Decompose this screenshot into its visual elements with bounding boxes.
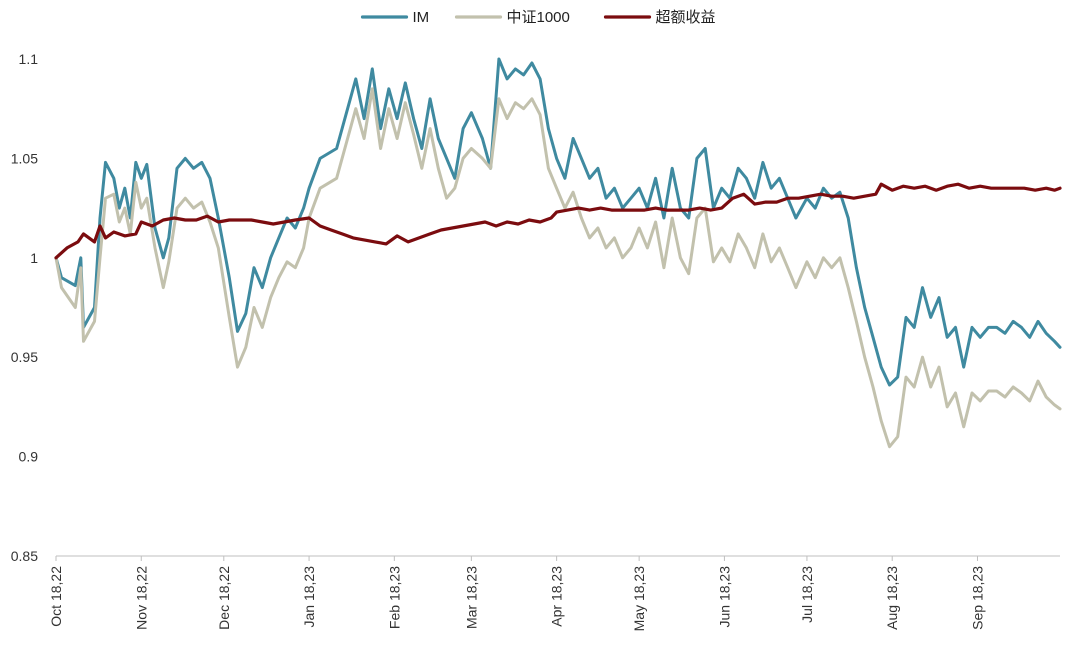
x-tick-label: Jul 18,23 [799, 566, 815, 623]
legend-item-excess-return: 超额收益 [603, 9, 716, 26]
y-tick-label: 0.85 [11, 548, 38, 564]
x-tick-label: Mar 18,23 [463, 566, 479, 629]
x-tick-label: Aug 18,23 [884, 566, 900, 630]
y-tick-label: 0.95 [11, 349, 38, 365]
legend-label: 中证1000 [507, 9, 570, 26]
x-tick-label: May 18,23 [631, 566, 647, 632]
y-tick-label: 0.9 [19, 449, 39, 465]
x-tick-label: Nov 18,22 [133, 566, 149, 630]
legend-item-im: IM [360, 9, 430, 26]
y-tick-label: 1 [30, 250, 38, 266]
legend-label: IM [413, 9, 430, 26]
im-series-line [54, 57, 1062, 387]
x-tick-label: Oct 18,22 [48, 566, 64, 627]
legend-item-csi1000: 中证1000 [454, 9, 570, 26]
x-tick-label: Sep 18,23 [969, 566, 985, 630]
x-tick-label: Jun 18,23 [716, 566, 732, 628]
x-axis-ticks: Oct 18,22 Nov 18,22 Dec 18,22 Jan 18,23 Feb … [48, 556, 985, 631]
series-layer [54, 57, 1062, 449]
csi1000-series-line [54, 87, 1062, 449]
x-tick-label: Feb 18,23 [386, 566, 402, 629]
chart-legend: IM 中证1000 超额收益 [360, 9, 716, 26]
x-tick-label: Dec 18,22 [216, 566, 232, 630]
legend-label: 超额收益 [656, 9, 716, 26]
x-tick-label: Jan 18,23 [301, 566, 317, 628]
y-tick-label: 1.05 [11, 150, 38, 166]
y-axis-tick-labels: 0.85 0.9 0.95 1 1.05 1.1 [11, 51, 38, 564]
excess-return-series-line [54, 182, 1062, 260]
x-tick-label: Apr 18,23 [549, 566, 565, 627]
y-tick-label: 1.1 [19, 51, 39, 67]
